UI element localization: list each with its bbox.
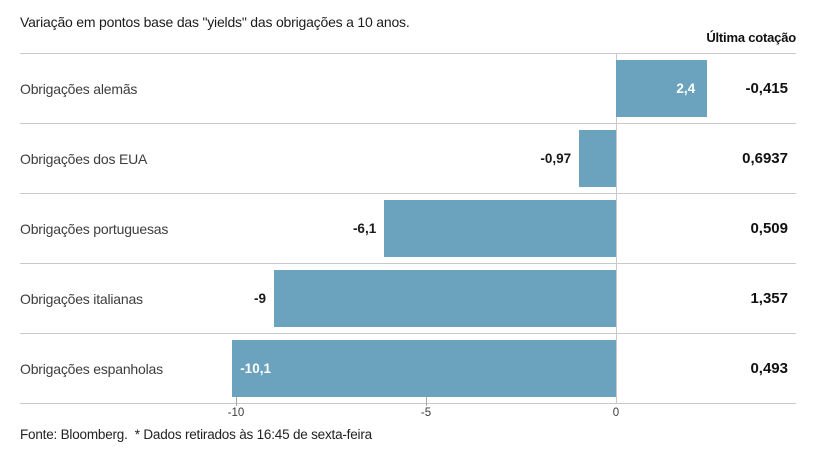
last-quote-value: 0,509 [750,220,788,237]
value-bar [616,60,708,117]
bar-value-label: 2,4 [676,81,696,96]
source-note: Fonte: Bloomberg. * Dados retirados às 1… [20,427,372,442]
category-label: Obrigações italianas [20,291,143,307]
value-bar [579,130,616,187]
value-bar [274,270,616,327]
last-quote-value: -0,415 [745,80,788,97]
category-label: Obrigações dos EUA [20,151,148,167]
x-axis-tick-label: 0 [612,407,620,419]
chart-row: Obrigações italianas -9 1,357 [20,263,796,333]
last-quote-value: 1,357 [750,290,788,307]
chart-row: Obrigações espanholas -10,1 0,493 [20,333,796,403]
category-label: Obrigações alemãs [20,81,138,97]
zero-axis-line [616,53,617,404]
chart-row: Obrigações alemãs 2,4 -0,415 [20,53,796,123]
bar-value-label: -0,97 [540,151,572,166]
chart-rows: Obrigações alemãs 2,4 -0,415 Obrigações dos… [20,53,796,404]
chart-row: Obrigações dos EUA -0,97 0,6937 [20,123,796,193]
x-axis-tick-label: -10 [227,407,245,419]
quote-column-header: Última cotação [706,30,796,45]
chart-row: Obrigações portuguesas -6,1 0,509 [20,193,796,263]
x-axis-tick [236,397,237,406]
value-bar [232,340,616,397]
category-label: Obrigações espanholas [20,361,163,377]
category-label: Obrigações portuguesas [20,221,169,237]
last-quote-value: 0,493 [750,360,788,377]
chart-title: Variação em pontos base das "yields" das… [20,14,410,30]
x-axis-tick [426,397,427,406]
value-bar [384,200,616,257]
last-quote-value: 0,6937 [742,150,788,167]
bar-value-label: -10,1 [240,361,271,376]
bar-value-label: -6,1 [352,221,377,236]
x-axis-tick-label: -5 [420,407,432,419]
bar-value-label: -9 [253,291,266,306]
